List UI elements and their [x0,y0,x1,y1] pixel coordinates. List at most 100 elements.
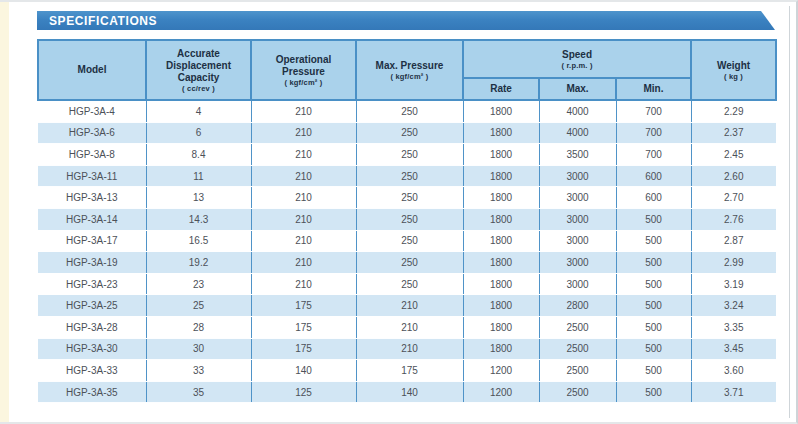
cell-max-pressure: 250 [356,187,463,209]
cell-capacity: 13 [146,187,251,209]
cell-speed-min: 500 [616,230,691,252]
cell-speed-max: 4000 [539,122,616,144]
cell-operational-pressure: 210 [251,187,356,209]
col-header-operational-pressure: Operational Pressure ( kgf/cm² ) [251,40,356,100]
table-row: HGP-3A-28 28 175 210 1800 2500 500 3.35 [38,316,776,338]
cell-weight: 2.45 [691,144,776,166]
cell-operational-pressure: 175 [251,338,356,360]
cell-speed-min: 700 [616,100,691,122]
table-row: HGP-3A-4 4 210 250 1800 4000 700 2.29 [38,100,776,122]
col-header-operational-pressure-unit: ( kgf/cm² ) [254,78,353,87]
catalog-page: { "title_bar": { "label": "SPECIFICATION… [0,0,798,424]
cell-weight: 3.24 [691,295,776,317]
cell-weight: 3.19 [691,273,776,295]
cell-speed-rate: 1800 [463,338,539,360]
cell-speed-min: 600 [616,165,691,187]
cell-weight: 3.35 [691,316,776,338]
col-header-capacity-label: Accurate Displacement Capacity [166,48,231,83]
cell-max-pressure: 250 [356,230,463,252]
col-header-weight-label: Weight [717,60,750,71]
cell-speed-rate: 1200 [463,381,539,403]
col-header-capacity-unit: ( cc/rev ) [149,84,248,93]
cell-max-pressure: 250 [356,273,463,295]
cell-operational-pressure: 210 [251,230,356,252]
specifications-table-container: Model Accurate Displacement Capacity ( c… [37,39,777,403]
col-header-model: Model [38,40,146,100]
cell-operational-pressure: 210 [251,144,356,166]
col-header-weight-unit: ( kg ) [694,72,773,81]
cell-model: HGP-3A-19 [38,252,146,274]
cell-speed-max: 2500 [539,360,616,382]
cell-weight: 2.76 [691,208,776,230]
cell-model: HGP-3A-17 [38,230,146,252]
cell-speed-rate: 1200 [463,360,539,382]
table-row: HGP-3A-6 6 210 250 1800 4000 700 2.37 [38,122,776,144]
cell-model: HGP-3A-33 [38,360,146,382]
cell-max-pressure: 250 [356,252,463,274]
cell-speed-min: 700 [616,122,691,144]
cell-speed-rate: 1800 [463,144,539,166]
cell-max-pressure: 250 [356,100,463,122]
cell-speed-min: 500 [616,360,691,382]
cell-model: HGP-3A-25 [38,295,146,317]
cell-capacity: 6 [146,122,251,144]
table-row: HGP-3A-13 13 210 250 1800 3000 600 2.70 [38,187,776,209]
cell-speed-rate: 1800 [463,316,539,338]
cell-speed-min: 500 [616,295,691,317]
cell-speed-rate: 1800 [463,252,539,274]
cell-speed-max: 3000 [539,252,616,274]
cell-model: HGP-3A-14 [38,208,146,230]
table-header: Model Accurate Displacement Capacity ( c… [38,40,776,100]
cell-speed-max: 3000 [539,165,616,187]
cell-weight: 2.70 [691,187,776,209]
cell-speed-max: 2800 [539,295,616,317]
cell-weight: 2.87 [691,230,776,252]
page-edge-strip [0,0,9,424]
cell-speed-max: 3000 [539,273,616,295]
cell-speed-rate: 1800 [463,187,539,209]
table-row: HGP-3A-17 16.5 210 250 1800 3000 500 2.8… [38,230,776,252]
cell-speed-rate: 1800 [463,295,539,317]
col-header-max-pressure: Max. Pressure ( kgf/cm² ) [356,40,463,100]
cell-max-pressure: 250 [356,122,463,144]
cell-speed-max: 2500 [539,338,616,360]
cell-weight: 2.60 [691,165,776,187]
col-header-operational-pressure-label: Operational Pressure [276,54,332,77]
col-header-max-pressure-label: Max. Pressure [376,60,444,71]
col-header-capacity: Accurate Displacement Capacity ( cc/rev … [146,40,251,100]
cell-max-pressure: 210 [356,338,463,360]
col-header-speed-max: Max. [539,78,616,100]
page-right-rule [789,6,790,418]
col-header-speed-rate: Rate [463,78,539,100]
cell-operational-pressure: 175 [251,295,356,317]
table-row: HGP-3A-14 14.3 210 250 1800 3000 500 2.7… [38,208,776,230]
cell-weight: 3.45 [691,338,776,360]
col-header-speed: Speed ( r.p.m. ) [463,40,691,78]
cell-operational-pressure: 140 [251,360,356,382]
cell-speed-min: 500 [616,338,691,360]
specifications-banner: SPECIFICATIONS [37,11,775,30]
cell-speed-max: 2500 [539,381,616,403]
cell-speed-max: 4000 [539,100,616,122]
cell-operational-pressure: 210 [251,273,356,295]
cell-weight: 3.60 [691,360,776,382]
cell-capacity: 28 [146,316,251,338]
table-row: HGP-3A-33 33 140 175 1200 2500 500 3.60 [38,360,776,382]
cell-model: HGP-3A-28 [38,316,146,338]
table-row: HGP-3A-30 30 175 210 1800 2500 500 3.45 [38,338,776,360]
cell-max-pressure: 210 [356,295,463,317]
cell-speed-min: 500 [616,252,691,274]
cell-speed-rate: 1800 [463,230,539,252]
cell-max-pressure: 250 [356,165,463,187]
cell-weight: 2.29 [691,100,776,122]
col-header-speed-label: Speed [562,49,592,60]
cell-speed-min: 500 [616,208,691,230]
cell-speed-rate: 1800 [463,100,539,122]
table-row: HGP-3A-19 19.2 210 250 1800 3000 500 2.9… [38,252,776,274]
col-header-speed-unit: ( r.p.m. ) [466,61,688,70]
cell-capacity: 14.3 [146,208,251,230]
cell-capacity: 16.5 [146,230,251,252]
cell-model: HGP-3A-4 [38,100,146,122]
cell-weight: 3.71 [691,381,776,403]
cell-speed-max: 3000 [539,208,616,230]
